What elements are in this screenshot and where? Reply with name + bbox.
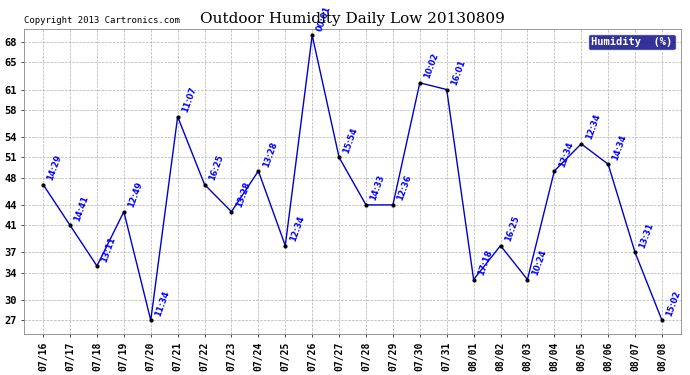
Text: 13:28: 13:28 [261, 140, 279, 168]
Text: 00:01: 00:01 [315, 4, 333, 33]
Text: 12:49: 12:49 [127, 181, 144, 209]
Title: Outdoor Humidity Daily Low 20130809: Outdoor Humidity Daily Low 20130809 [200, 12, 505, 26]
Text: 16:25: 16:25 [503, 214, 521, 243]
Text: 15:54: 15:54 [342, 126, 359, 154]
Text: 12:36: 12:36 [395, 174, 413, 202]
Text: 13:11: 13:11 [100, 235, 117, 263]
Text: 10:24: 10:24 [530, 249, 548, 277]
Text: Copyright 2013 Cartronics.com: Copyright 2013 Cartronics.com [24, 16, 180, 26]
Text: 14:33: 14:33 [368, 174, 386, 202]
Text: 11:34: 11:34 [154, 289, 171, 318]
Text: 12:34: 12:34 [288, 214, 306, 243]
Text: 14:34: 14:34 [611, 133, 629, 161]
Text: 17:18: 17:18 [476, 249, 494, 277]
Text: 10:02: 10:02 [422, 52, 440, 80]
Text: 11:07: 11:07 [181, 86, 198, 114]
Text: 12:34: 12:34 [584, 113, 602, 141]
Text: 13:31: 13:31 [638, 222, 656, 250]
Text: 16:25: 16:25 [208, 153, 225, 182]
Text: 13:28: 13:28 [234, 181, 252, 209]
Text: 16:01: 16:01 [449, 58, 467, 87]
Text: 15:02: 15:02 [664, 289, 682, 318]
Text: 14:29: 14:29 [46, 154, 63, 182]
Text: 12:34: 12:34 [557, 140, 575, 168]
Legend: Humidity  (%): Humidity (%) [588, 34, 676, 50]
Text: 14:41: 14:41 [73, 194, 90, 222]
